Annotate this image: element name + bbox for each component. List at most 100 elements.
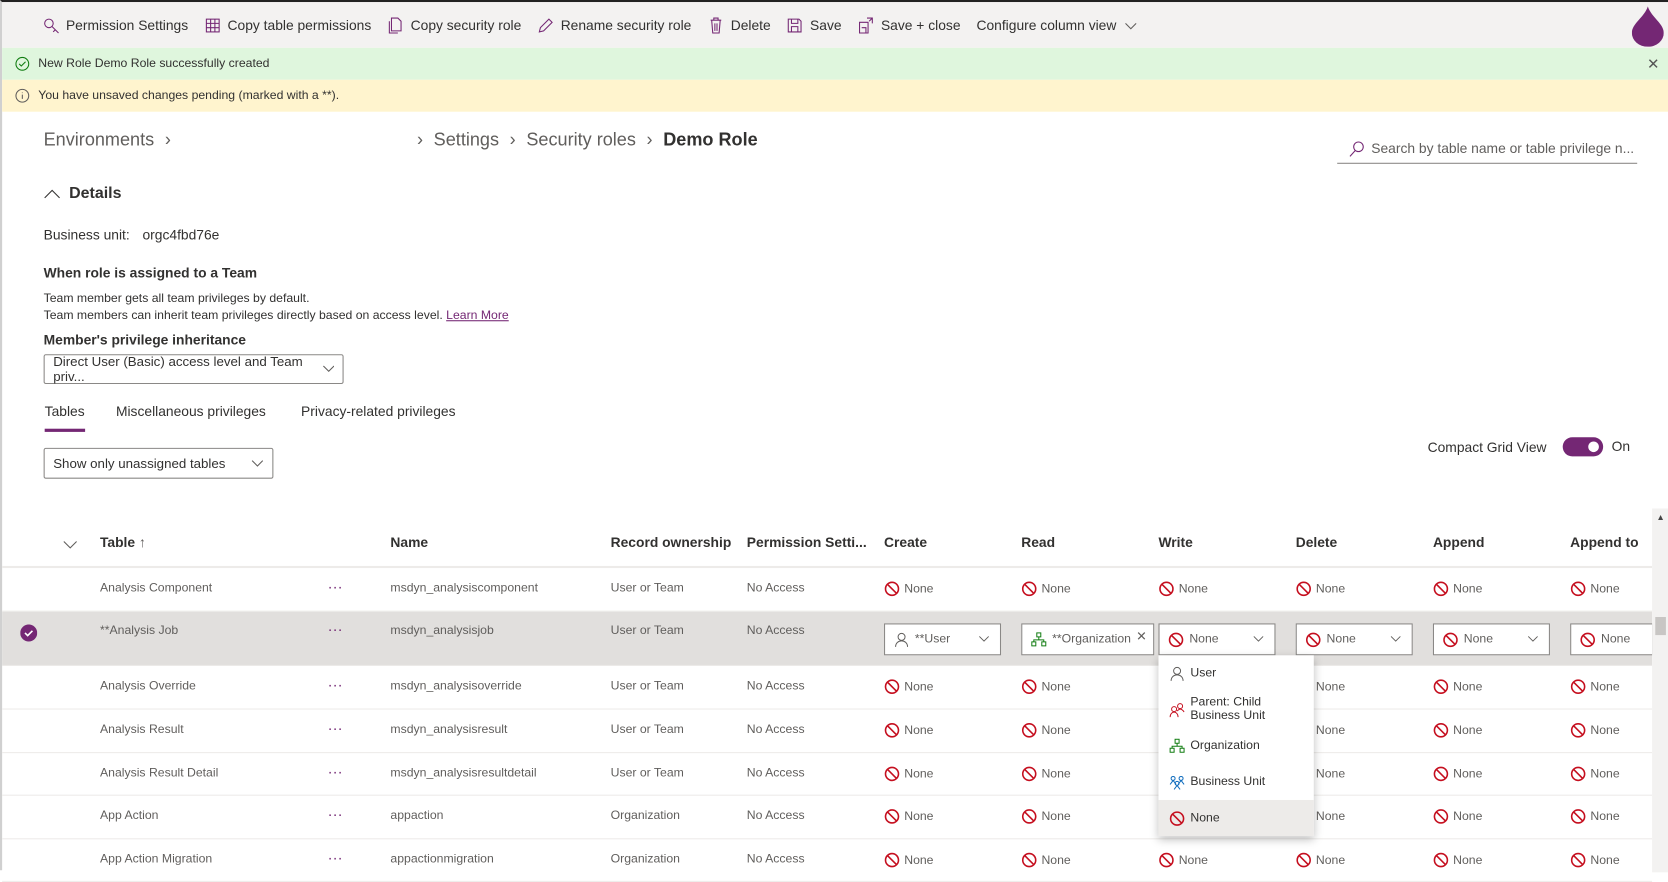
privilege-read[interactable]: None [1021,679,1071,695]
table-row[interactable]: **Analysis Job ··· msdyn_analysisjob User o… [2,611,1654,666]
privilege-dropdown-read[interactable]: **Organization ✕ [1021,623,1155,656]
privilege-create[interactable]: None [884,581,933,597]
toolbar-button-6[interactable]: Save + close [858,16,961,33]
more-options-icon[interactable]: ··· [327,805,343,823]
column-header-table[interactable]: Table ↑ [100,534,146,550]
column-header-write[interactable]: Write [1158,534,1192,550]
privilege-append[interactable]: None [1433,766,1482,782]
toolbar-button-1[interactable]: Copy table permissions [204,16,371,33]
privilege-append[interactable]: None [1433,808,1482,824]
privilege-dropdown-create[interactable]: **User [884,623,1002,656]
column-header-append[interactable]: Append [1433,534,1484,550]
table-filter-dropdown[interactable]: Show only unassigned tables [43,447,274,479]
details-toggle[interactable]: Details [44,184,121,202]
breadcrumb-settings[interactable]: Settings [433,129,500,150]
column-header-name[interactable]: Name [390,534,428,550]
privilege-value: None [1590,680,1620,694]
scrollbar-thumb[interactable] [1655,617,1666,636]
privilege-dropdown-append[interactable]: None [1432,623,1550,656]
privilege-write[interactable]: None [1158,581,1208,597]
breadcrumb-security-roles[interactable]: Security roles [526,129,636,150]
more-options-icon[interactable]: ··· [327,620,343,638]
privilege-create[interactable]: None [884,808,933,824]
table-row[interactable]: App Action ··· appaction Organization No Acc… [2,796,1653,840]
privilege-value: None [1590,767,1620,781]
toolbar-button-3[interactable]: Rename security role [537,16,691,33]
privilege-read[interactable]: None [1021,852,1071,868]
toolbar-button-7[interactable]: Configure column view [976,16,1139,33]
privilege-append-to[interactable]: None [1570,722,1620,738]
toolbar-button-0[interactable]: Permission Settings [43,16,188,33]
toolbar-button-5[interactable]: Save [787,16,842,33]
tab-privacy[interactable]: Privacy-related privileges [301,403,456,420]
privilege-write[interactable]: None [1158,852,1208,868]
none-icon [1570,852,1586,868]
privilege-append[interactable]: None [1433,581,1482,597]
tab-tables[interactable]: Tables [44,403,85,432]
privilege-append[interactable]: None [1433,722,1482,738]
none-icon [1570,766,1586,782]
privilege-create[interactable]: None [884,722,933,738]
scroll-up-icon[interactable]: ▲ [1656,512,1665,523]
privilege-read[interactable]: None [1021,722,1071,738]
table-row[interactable]: Analysis Component ··· msdyn_analysiscompo… [2,568,1653,612]
table-row[interactable]: Analysis Result ··· msdyn_analysisresult Us… [2,710,1653,754]
none-icon [1443,632,1458,647]
column-header-create[interactable]: Create [884,534,927,550]
search-input[interactable]: Search by table name or table privilege … [1337,134,1638,164]
more-options-icon[interactable]: ··· [327,848,343,866]
privilege-create[interactable]: None [884,852,933,868]
privilege-append[interactable]: None [1433,852,1482,868]
privilege-read[interactable]: None [1021,808,1071,824]
vertical-scrollbar[interactable]: ▲ [1652,508,1668,873]
privilege-dropdown-delete[interactable]: None [1295,623,1413,656]
column-header-permission[interactable]: Permission Setti... [747,534,867,550]
more-options-icon[interactable]: ··· [327,719,343,737]
toolbar-button-4[interactable]: Delete [707,16,771,33]
privilege-create[interactable]: None [884,766,933,782]
table-row[interactable]: Analysis Result Detail ··· msdyn_analysisr… [2,753,1653,796]
breadcrumb: › Settings › Security roles › Demo Role [417,130,758,151]
privilege-append[interactable]: None [1433,679,1482,695]
column-header-ownership[interactable]: Record ownership [611,534,732,550]
privilege-append-to[interactable]: None [1570,766,1620,782]
more-options-icon[interactable]: ··· [327,577,343,595]
clear-icon[interactable]: ✕ [1136,628,1147,644]
toolbar-button-2[interactable]: Copy security role [387,16,521,33]
privilege-read[interactable]: None [1021,581,1071,597]
more-options-icon[interactable]: ··· [327,675,343,693]
privilege-append-to[interactable]: None [1570,581,1620,597]
breadcrumb-environments[interactable]: Environments [43,129,155,150]
none-icon [1169,810,1185,826]
column-header-append-to[interactable]: Append to [1570,534,1638,550]
privilege-dropdown-write[interactable]: None [1158,623,1276,656]
privilege-append-to[interactable]: None [1570,852,1620,868]
privilege-create[interactable]: None [884,679,933,695]
privilege-value: None [1041,810,1071,823]
table-row[interactable]: App Action Migration ··· appactionmigratio… [2,839,1653,882]
menu-item-organization[interactable]: Organization [1158,728,1313,764]
privilege-append-to[interactable]: None [1570,808,1620,824]
menu-item-none[interactable]: None [1158,799,1314,837]
more-options-icon[interactable]: ··· [327,762,343,780]
table-row[interactable]: Analysis Override ··· msdyn_analysisoverri… [2,666,1653,710]
expand-all-chevron-icon[interactable] [63,539,78,550]
table-display-name: Analysis Override [99,679,196,693]
row-selected-check-icon[interactable] [20,624,38,642]
privilege-dropdown-append-to[interactable]: None [1570,623,1654,656]
menu-item-parent-child-business-unit[interactable]: Parent: Child Business Unit [1158,691,1313,727]
privilege-append-to[interactable]: None [1570,679,1620,695]
column-header-delete[interactable]: Delete [1296,534,1338,550]
learn-more-link[interactable]: Learn More [446,309,509,323]
privilege-value: None [904,853,934,867]
menu-item-user[interactable]: User [1158,655,1313,691]
privilege-delete[interactable]: None [1296,852,1345,868]
inheritance-dropdown[interactable]: Direct User (Basic) access level and Tea… [43,354,344,385]
privilege-read[interactable]: None [1021,766,1071,782]
menu-item-business-unit[interactable]: Business Unit [1158,764,1313,800]
column-header-read[interactable]: Read [1021,534,1055,550]
privilege-delete[interactable]: None [1296,581,1345,597]
tab-miscellaneous[interactable]: Miscellaneous privileges [115,403,266,420]
compact-grid-toggle[interactable] [1562,437,1604,457]
close-icon[interactable]: ✕ [1647,55,1660,73]
